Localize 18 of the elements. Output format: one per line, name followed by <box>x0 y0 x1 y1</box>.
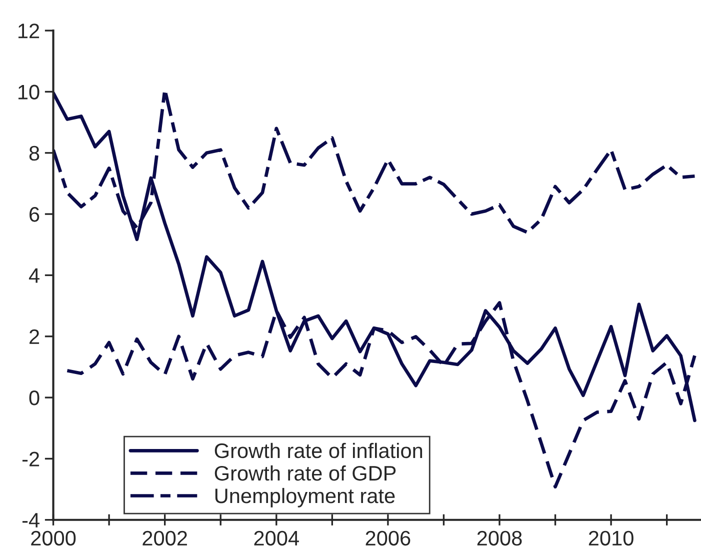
y-tick-label: 10 <box>18 84 40 100</box>
legend-label: Growth rate of GDP <box>214 465 396 481</box>
legend-label: Growth rate of inflation <box>214 442 422 458</box>
y-tick-label: 12 <box>18 24 40 38</box>
y-tick-label: 0 <box>29 390 40 406</box>
x-tick-label: 2008 <box>477 530 522 546</box>
x-tick-label: 2006 <box>366 530 410 546</box>
x-tick-label: 2004 <box>254 530 299 546</box>
y-tick-label: -2 <box>22 452 40 466</box>
x-tick-label: 2002 <box>142 530 187 546</box>
x-tick-label: 2000 <box>31 530 76 546</box>
y-tick-label: -4 <box>22 513 40 528</box>
y-tick-label: 2 <box>30 329 40 344</box>
x-tick-label: 2010 <box>588 530 634 546</box>
y-tick-label: 8 <box>29 146 40 161</box>
legend-label: Unemployment rate <box>215 488 395 508</box>
y-tick-label: 4 <box>28 268 40 283</box>
y-tick-label: 6 <box>30 207 40 222</box>
